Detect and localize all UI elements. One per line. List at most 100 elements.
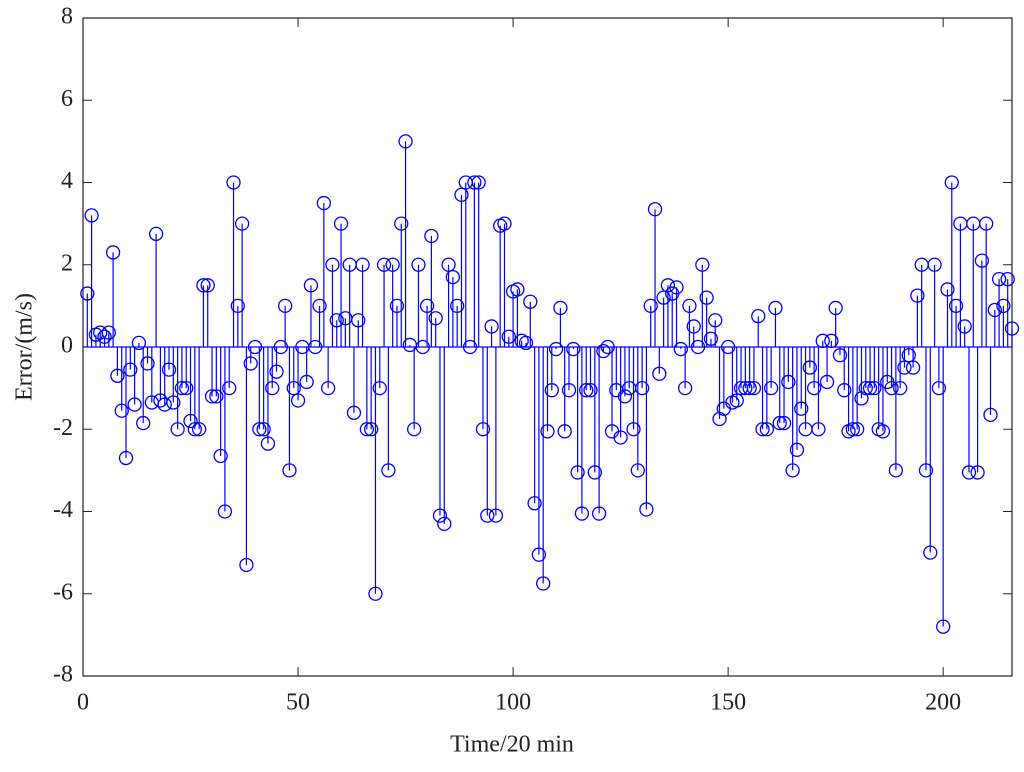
stem-marker [566,341,581,357]
stem-marker [536,576,551,591]
stem-marker [93,325,108,340]
stem-marker [643,298,658,314]
stem-marker [148,226,164,242]
stem-marker [247,339,263,355]
stem-marker [510,282,525,297]
stem-marker [351,313,366,328]
stem-marker [368,586,383,601]
stem-marker [204,389,220,404]
stem-marker [325,257,340,272]
stem-marker [381,463,396,478]
stem-marker [652,366,667,381]
stem-marker [772,415,787,431]
y-tick-label: 2 [61,250,73,276]
stem-marker [282,463,297,478]
stem-marker [957,319,972,334]
stem-marker [617,389,633,404]
stem-marker [776,415,792,431]
stem-marker [682,298,697,314]
stem-marker [794,401,809,416]
stem-marker [432,508,448,523]
stem-marker [591,506,607,521]
stem-marker [695,257,710,272]
stem-marker [983,407,998,423]
stem-marker [118,450,134,466]
stem-marker [471,175,486,190]
stem-marker [80,286,95,301]
stem-marker [673,341,688,357]
stem-marker [114,403,129,418]
stem-marker [540,424,555,439]
y-tick-label: -8 [53,662,73,688]
stem-marker [574,506,590,521]
stem-marker [299,374,314,390]
stem-marker [527,496,542,511]
stem-marker [1000,271,1015,287]
x-axis-label: Time/20 min [450,732,574,758]
stem-marker [557,424,572,439]
stem-marker [639,502,654,517]
stem-marker [596,343,611,359]
stem-marker [789,442,805,457]
stem-marker [867,380,882,396]
stem-marker [394,216,409,231]
stem-marker [897,360,912,375]
stem-marker [759,422,774,437]
stem-marker [961,465,977,480]
stem-marker [742,380,757,396]
stem-marker [372,380,387,396]
stem-marker [991,271,1007,287]
stem-marker [738,380,753,396]
stem-marker [196,278,211,293]
stem-marker [226,175,241,190]
stem-marker [944,175,959,190]
stem-marker [781,374,796,390]
stem-marker [544,383,559,398]
stem-marker [763,380,779,396]
stem-marker [729,393,744,408]
stem-marker [346,405,362,420]
stem-marker [290,393,306,408]
stem-marker [256,422,271,437]
y-tick-label: -2 [53,415,73,441]
stem-marker [656,290,671,305]
y-tick-label: -4 [53,497,73,523]
stem-marker [802,360,818,375]
stem-marker [101,325,116,340]
stem-marker [690,339,706,355]
stem-marker [948,298,964,314]
stem-marker [579,383,594,398]
stem-marker [234,216,250,231]
stem-marker [875,424,891,439]
stem-marker [385,257,400,272]
x-tick-label: 150 [710,690,746,716]
stem-marker [209,389,224,404]
stem-marker [213,448,228,464]
stem-marker [273,339,288,355]
stem-marker [647,202,663,217]
stem-marker [768,300,783,316]
stem-marker [260,436,276,451]
stem-marker [110,368,125,383]
stem-marker [548,341,564,357]
stem-marker [828,300,843,316]
stem-marker [277,298,293,314]
stem-marker [677,380,693,396]
stem-marker [488,508,504,523]
y-tick-label: -6 [53,579,73,605]
stem-marker [170,422,185,437]
stem-marker [407,422,422,437]
stem-marker [191,422,207,437]
x-tick-label: 50 [286,690,310,716]
stem-marker [626,422,641,437]
stem-marker [437,516,452,531]
stem-marker [316,195,332,211]
stem-marker [561,383,577,398]
stem-marker [187,422,202,437]
stem-marker [523,294,538,309]
stem-marker [888,463,904,478]
stem-marker [824,333,839,348]
stem-marker [424,228,439,244]
stem-marker [807,380,822,396]
stem-marker [553,300,568,316]
